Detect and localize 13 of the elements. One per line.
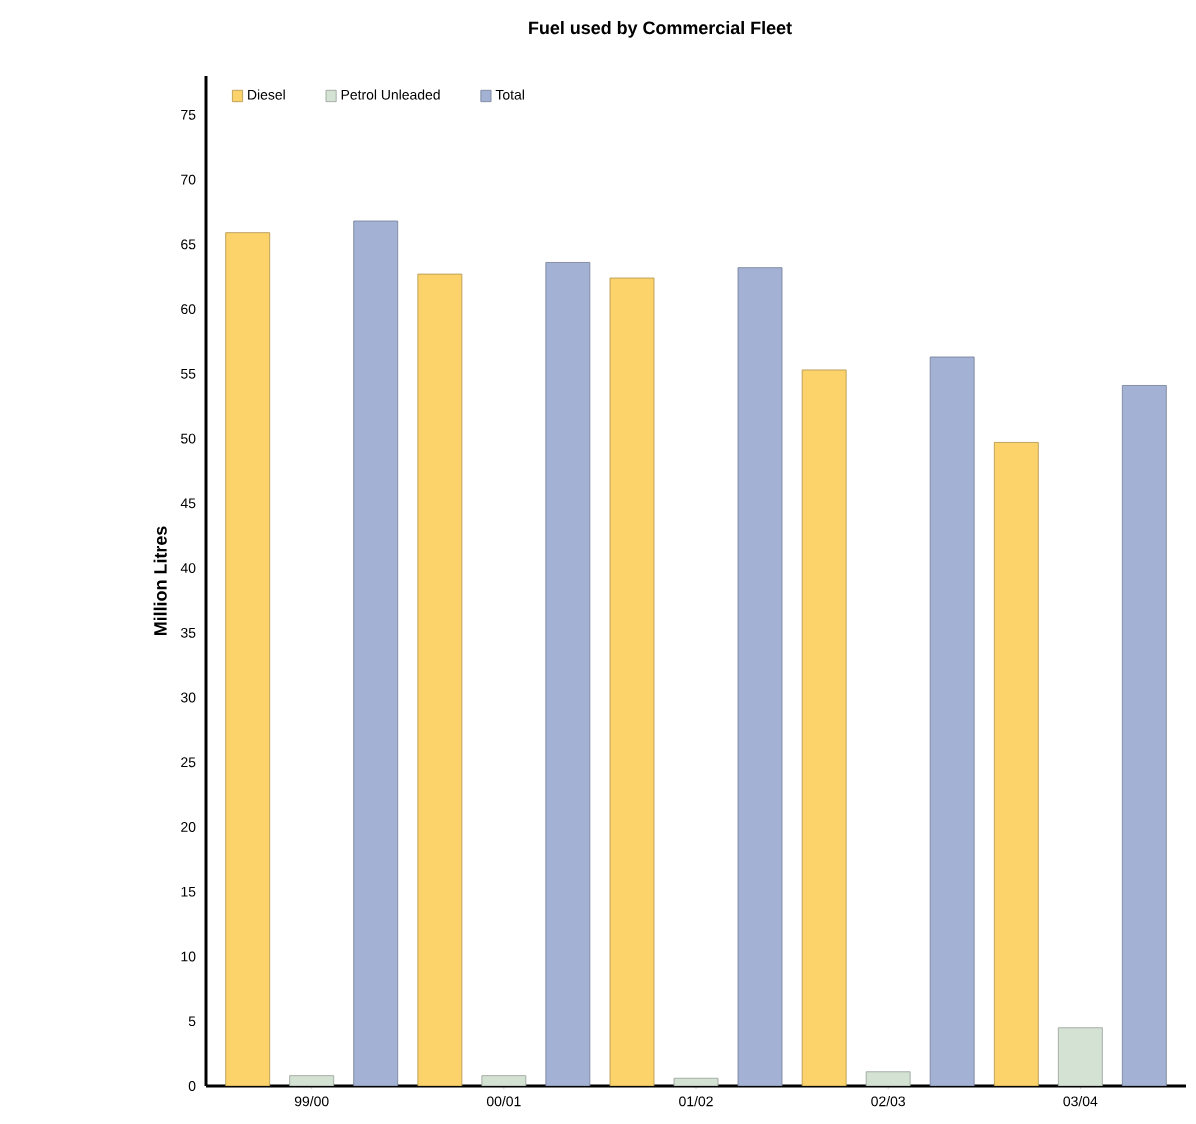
- chart-title: Fuel used by Commercial Fleet: [529, 21, 792, 38]
- bar: [1121, 385, 1167, 1086]
- bar: [609, 277, 655, 1086]
- bar: [737, 267, 783, 1086]
- bar: [225, 232, 271, 1086]
- y-axis-title: Million Litres: [153, 526, 167, 636]
- bar: [1057, 1027, 1103, 1086]
- bar: [545, 262, 591, 1086]
- bar: [353, 220, 399, 1086]
- bar: [993, 442, 1039, 1086]
- bar: [801, 369, 847, 1086]
- bar: [417, 273, 463, 1086]
- bar: [929, 356, 975, 1086]
